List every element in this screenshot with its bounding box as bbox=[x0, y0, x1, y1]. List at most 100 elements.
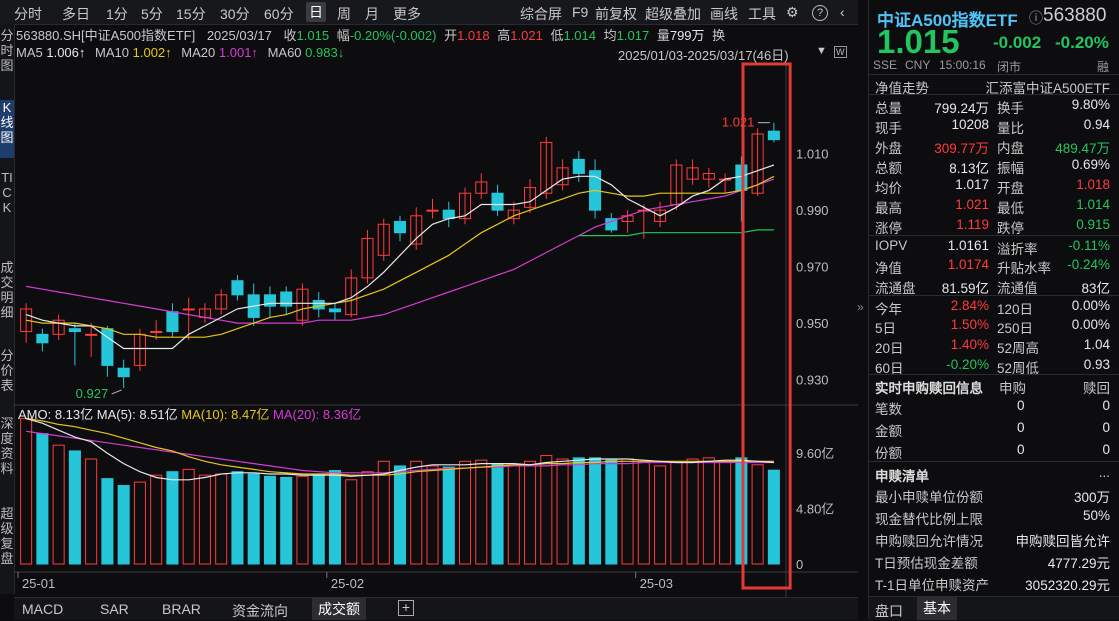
price-change: -0.002 bbox=[993, 33, 1042, 52]
low-label: 低 bbox=[550, 28, 564, 43]
tab-brar[interactable]: BRAR bbox=[162, 601, 201, 617]
stats-value: -0.20% bbox=[946, 357, 989, 372]
period-15min[interactable]: 15分 bbox=[176, 6, 206, 22]
candle-body bbox=[377, 223, 390, 256]
tab-kline-chart[interactable]: K线图 bbox=[0, 100, 14, 158]
period-day[interactable]: 日 bbox=[306, 2, 326, 22]
period-1min[interactable]: 1分 bbox=[106, 6, 128, 22]
tab-intraday-chart[interactable]: 分时图 bbox=[0, 28, 14, 73]
info-icon[interactable]: ⓘ bbox=[1029, 10, 1043, 26]
list-label: 现金替代比例上限 bbox=[875, 512, 983, 527]
tab-sar[interactable]: SAR bbox=[100, 601, 129, 617]
kline-chart[interactable]: 1.010 0.990 0.970 0.950 0.930 9.60亿 4.80亿 0 0.92… bbox=[14, 62, 858, 597]
candle-body bbox=[735, 164, 748, 191]
list-value: 50% bbox=[1082, 508, 1110, 523]
stats-row: 20日 1.40% 52周高 1.04 bbox=[869, 335, 1119, 356]
adjust-button[interactable]: 前复权 bbox=[595, 6, 637, 22]
volume-bar bbox=[263, 475, 276, 565]
close-label: 收 bbox=[283, 28, 297, 43]
period-week[interactable]: 周 bbox=[337, 6, 351, 22]
draw-button[interactable]: 画线 bbox=[710, 6, 738, 22]
tab-trade-detail[interactable]: 成交明细 bbox=[0, 260, 14, 320]
security-code: 563880.SH[中证A500指数ETF] bbox=[16, 28, 196, 43]
list-value: 3052320.29元 bbox=[1025, 578, 1110, 593]
collapse-panel-icon[interactable]: » bbox=[857, 300, 864, 314]
more-icon[interactable]: ... bbox=[1098, 465, 1110, 480]
divider bbox=[869, 94, 1119, 95]
period-multiday[interactable]: 多日 bbox=[62, 6, 90, 22]
realtime-subscribe-value: 0 bbox=[1017, 398, 1025, 413]
ma10-value: 1.002↑ bbox=[132, 45, 172, 60]
tab-turnover[interactable]: 成交额 bbox=[312, 598, 366, 620]
candle-body bbox=[410, 215, 423, 245]
tab-depth-info[interactable]: 深度资料 bbox=[0, 416, 14, 476]
tab-order-book[interactable]: 盘口 bbox=[875, 603, 903, 619]
fund-row[interactable]: 净值走势 汇添富中证A500ETF bbox=[869, 75, 1119, 96]
candle-body bbox=[231, 280, 244, 296]
max-price-label: 1.021 bbox=[722, 115, 755, 130]
tab-fund-flow[interactable]: 资金流向 bbox=[232, 603, 288, 619]
stats-value: 10208 bbox=[951, 117, 989, 132]
candle-body bbox=[361, 237, 374, 279]
composite-screen-button[interactable]: 综合屏 bbox=[520, 6, 562, 22]
candle-body bbox=[540, 141, 553, 194]
wp-icon[interactable]: W bbox=[834, 46, 847, 58]
volume-bar bbox=[475, 459, 488, 565]
volume-bar bbox=[182, 468, 195, 565]
overlay-button[interactable]: 超级叠加 bbox=[645, 6, 701, 22]
list-title: 申赎清单 bbox=[875, 469, 929, 484]
tab-price-table[interactable]: 分价表 bbox=[0, 348, 14, 393]
volume-bar bbox=[166, 471, 179, 565]
change-value: -0.20%(-0.002) bbox=[349, 28, 437, 43]
period-60min[interactable]: 60分 bbox=[264, 6, 294, 22]
tools-button[interactable]: 工具 bbox=[748, 6, 776, 22]
stats-value: 1.0174 bbox=[947, 257, 989, 272]
plus-icon[interactable]: + bbox=[398, 600, 414, 616]
volume-value: 799万 bbox=[669, 28, 705, 43]
realtime-label: 金额 bbox=[875, 424, 902, 439]
tab-macd[interactable]: MACD bbox=[22, 601, 64, 617]
stats-label: 流通盘 bbox=[875, 281, 916, 296]
volume-bar bbox=[198, 474, 211, 565]
ma60-label: MA60 bbox=[267, 45, 302, 60]
chevron-left-icon[interactable]: ‹ bbox=[840, 4, 845, 20]
realtime-col-redeem: 赎回 bbox=[1083, 381, 1110, 396]
f9-button[interactable]: F9 bbox=[572, 4, 589, 20]
price-tick-label: 0.970 bbox=[796, 260, 829, 275]
stats-label: 5日 bbox=[875, 321, 897, 336]
list-row: T日预估现金差额 4777.29元 bbox=[869, 550, 1119, 571]
quote-time: 15:00:16 bbox=[939, 58, 986, 72]
stats-value: 0.00% bbox=[1071, 317, 1110, 332]
open-value: 1.018 bbox=[457, 28, 490, 43]
ma10-label: MA10 bbox=[95, 45, 129, 60]
ma60-value: 0.983↓ bbox=[305, 45, 345, 60]
stats-value: 0.00% bbox=[1071, 298, 1110, 313]
period-month[interactable]: 月 bbox=[365, 6, 379, 22]
stats-value: 1.017 bbox=[955, 177, 989, 192]
period-5min[interactable]: 5分 bbox=[141, 6, 163, 22]
stats-row: 今年 2.84% 120日 0.00% bbox=[869, 295, 1119, 317]
tab-super-replay[interactable]: 超级复盘 bbox=[0, 506, 14, 566]
candle-body bbox=[654, 209, 667, 222]
period-intraday[interactable]: 分时 bbox=[14, 6, 42, 22]
volume-bar bbox=[589, 457, 602, 565]
period-more[interactable]: 更多 bbox=[393, 6, 421, 22]
volume-ma5-line bbox=[25, 418, 774, 481]
stats-label: 开盘 bbox=[997, 181, 1024, 196]
avg-label: 均 bbox=[603, 28, 617, 43]
stats-label: 总量 bbox=[875, 101, 902, 116]
volume-bar bbox=[231, 471, 244, 565]
volume-bar bbox=[507, 465, 520, 565]
nav-trend-link[interactable]: 净值走势 bbox=[875, 81, 929, 96]
period-30min[interactable]: 30分 bbox=[220, 6, 250, 22]
gear-icon[interactable]: ⚙ bbox=[786, 4, 799, 20]
indicator-tab-bar: MACD SAR BRAR 资金流向 成交额 + bbox=[14, 597, 858, 620]
tab-basic[interactable]: 基本 bbox=[917, 597, 957, 620]
low-value: 1.014 bbox=[563, 28, 597, 43]
candle-body bbox=[215, 294, 228, 310]
volume-bar bbox=[101, 478, 114, 565]
help-icon[interactable]: ? bbox=[812, 5, 828, 21]
volume-bar bbox=[719, 460, 732, 565]
tab-tick[interactable]: TICK bbox=[1, 170, 13, 215]
dropdown-arrow-icon[interactable]: ▼ bbox=[816, 45, 827, 57]
